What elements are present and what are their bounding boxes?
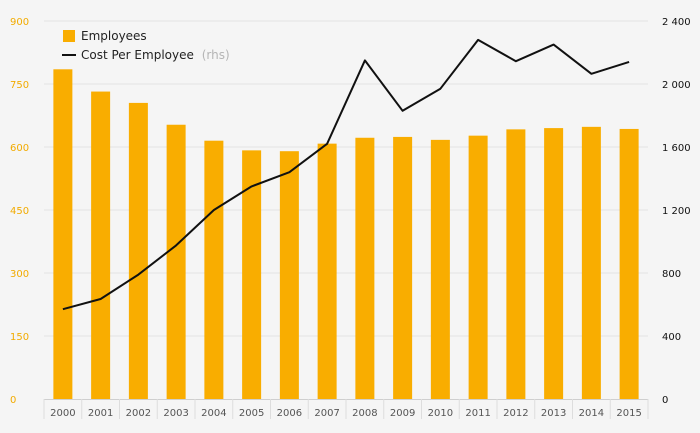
employees-bar (355, 137, 375, 399)
x-tick-label: 2000 (50, 408, 75, 419)
left-y-tick-label: 600 (10, 143, 29, 154)
employees-bar (581, 126, 601, 399)
employees-bar (204, 140, 224, 399)
x-tick-label: 2001 (88, 408, 113, 419)
legend-employees-swatch (63, 30, 75, 42)
right-y-tick-label: 2 000 (662, 80, 691, 91)
employees-bar (506, 129, 526, 400)
employees-bar (166, 124, 186, 400)
x-tick-label: 2007 (314, 408, 339, 419)
left-y-axis: 0 150 300 450 600 750 900 (10, 17, 29, 406)
x-axis: 2000 2001 2002 2003 2004 2005 2006 2007 2008 2009… (43, 399, 649, 419)
right-y-axis: 0 400 800 1 200 1 600 2 000 2 400 (662, 17, 691, 406)
left-y-tick-label: 750 (10, 80, 29, 91)
right-y-tick-label: 800 (662, 269, 681, 280)
left-y-tick-label: 300 (10, 269, 29, 280)
legend-cost-label-main: Cost Per Employee (81, 48, 194, 62)
x-tick-label: 2005 (239, 408, 264, 419)
legend-employees-label: Employees (81, 29, 147, 43)
legend-cost-label: Cost Per Employee (rhs) (81, 48, 230, 62)
right-y-tick-label: 0 (662, 395, 668, 406)
employees-bar (393, 136, 413, 400)
employees-bar (128, 102, 148, 400)
cost-per-employee-line-series (62, 38, 630, 311)
employees-bar (53, 69, 73, 400)
employees-bar (619, 128, 639, 399)
x-tick-label: 2014 (579, 408, 604, 419)
left-y-tick-label: 150 (10, 332, 29, 343)
x-tick-label: 2002 (126, 408, 151, 419)
x-tick-label: 2004 (201, 408, 226, 419)
right-y-tick-label: 2 400 (662, 17, 691, 28)
x-tick-label: 2009 (390, 408, 415, 419)
employees-bar (242, 150, 262, 399)
right-y-tick-label: 1 200 (662, 206, 691, 217)
employees-bar (91, 91, 111, 399)
left-y-tick-label: 0 (10, 395, 16, 406)
x-tick-label: 2003 (163, 408, 188, 419)
x-tick-label: 2010 (428, 408, 453, 419)
employees-bar (317, 143, 337, 399)
employees-bar (544, 128, 564, 399)
left-y-tick-label: 450 (10, 206, 29, 217)
cost-per-employee-line (62, 38, 630, 311)
employees-bar (468, 135, 488, 399)
legend: Employees Cost Per Employee (rhs) (62, 29, 230, 62)
x-tick-label: 2006 (277, 408, 302, 419)
left-y-tick-label: 900 (10, 17, 29, 28)
right-y-tick-label: 1 600 (662, 143, 691, 154)
x-tick-label: 2012 (503, 408, 528, 419)
legend-cost-label-suffix: (rhs) (202, 48, 230, 62)
x-tick-label: 2008 (352, 408, 377, 419)
right-y-tick-label: 400 (662, 332, 681, 343)
employees-bar (430, 139, 450, 400)
x-tick-label: 2011 (465, 408, 490, 419)
employees-bar (279, 151, 299, 399)
employees-bars (53, 69, 639, 400)
x-tick-label: 2015 (616, 408, 641, 419)
x-tick-label: 2013 (541, 408, 566, 419)
